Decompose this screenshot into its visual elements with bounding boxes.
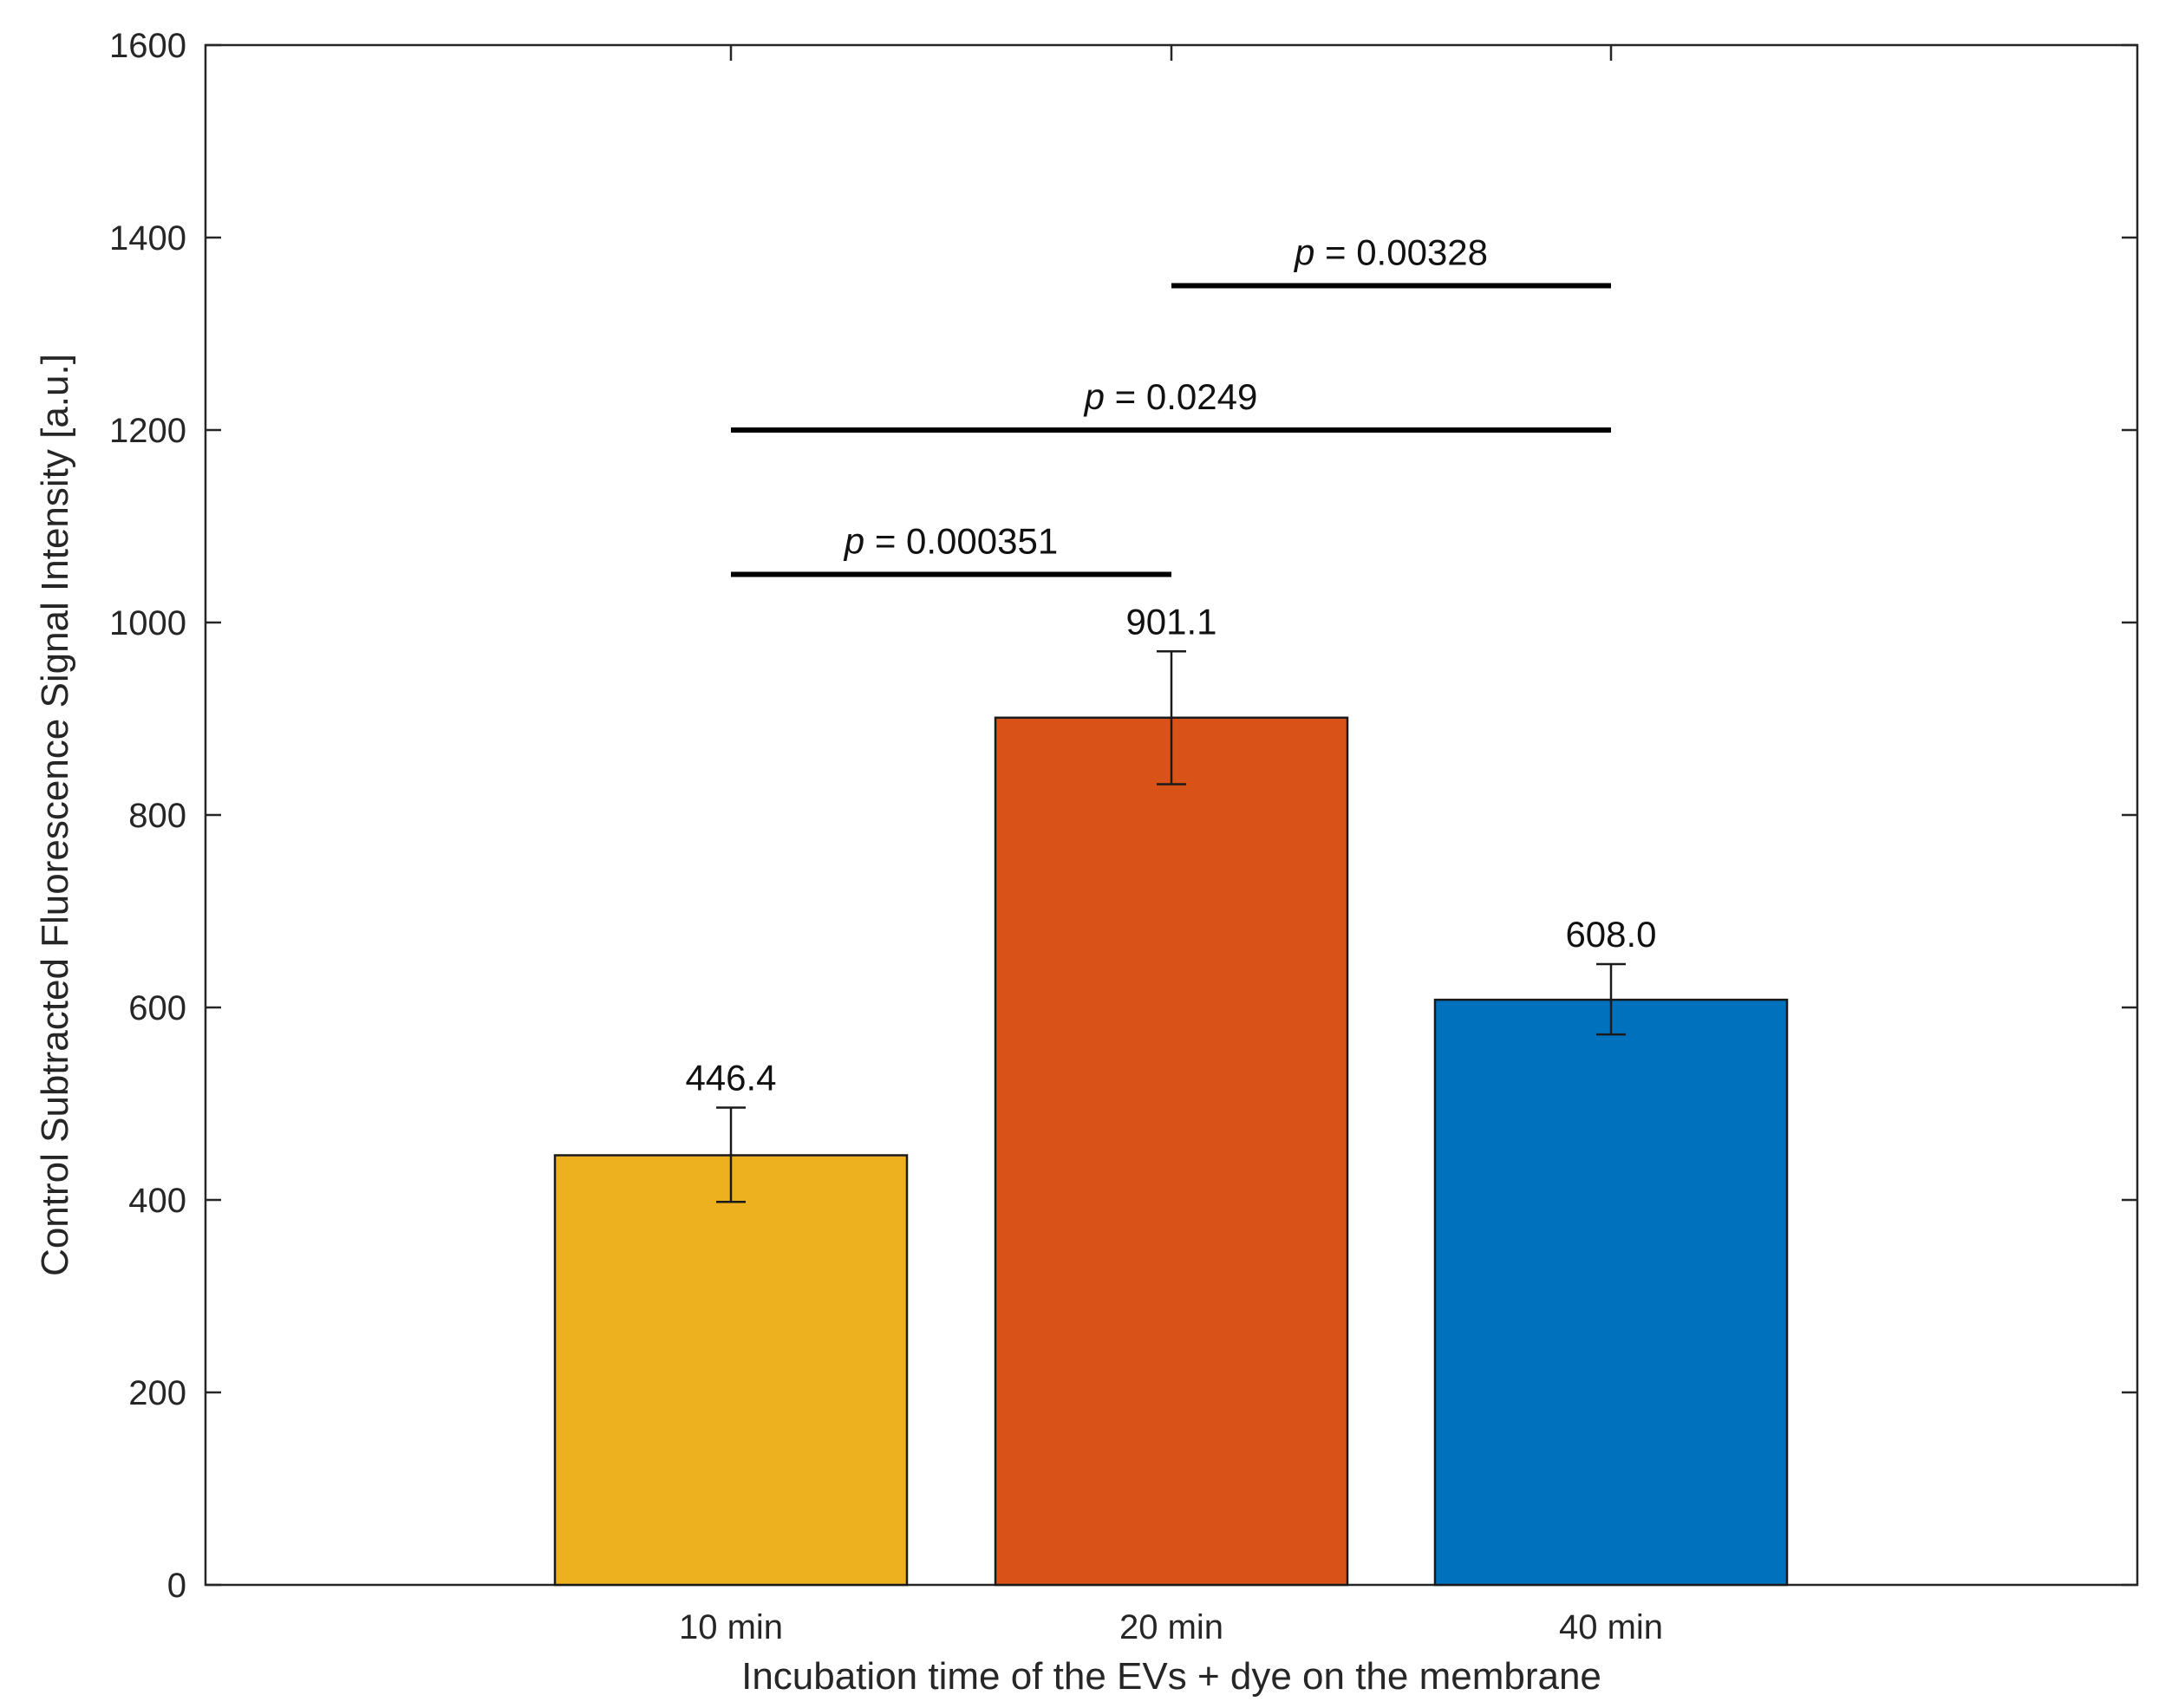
y-tick-label: 1600 (109, 27, 186, 65)
x-tick-label: 40 min (1559, 1608, 1663, 1646)
significance-label: p = 0.000351 (843, 521, 1058, 562)
error-bars-group (716, 650, 1626, 1203)
y-tick-label: 1400 (109, 219, 186, 258)
significance-label: p = 0.0249 (1083, 376, 1258, 417)
y-tick-label: 400 (128, 1182, 186, 1220)
significance-group: p = 0.000351 p = 0.0249 p = 0.00328 (731, 232, 1611, 577)
significance-label: p = 0.00328 (1293, 232, 1488, 273)
y-tick-label: 1000 (109, 604, 186, 642)
bar-10-min (553, 1154, 909, 1587)
value-labels-group: 446.4 901.1 608.0 (685, 601, 1656, 1098)
y-tick-label: 1200 (109, 412, 186, 450)
x-axis-title: Incubation time of the EVs + dye on the … (741, 1655, 1601, 1698)
bars-group (553, 716, 1789, 1587)
y-axis: 0 200 400 600 800 1000 1200 1400 1600 (109, 27, 2137, 1605)
data-label: 446.4 (685, 1057, 776, 1098)
data-label: 901.1 (1125, 601, 1216, 642)
y-tick-label: 0 (167, 1567, 186, 1605)
data-label: 608.0 (1565, 914, 1656, 955)
x-tick-label: 10 min (679, 1608, 783, 1646)
y-tick-label: 200 (128, 1374, 186, 1412)
x-axis: 10 min 20 min 40 min (679, 45, 1663, 1646)
bar-40-min (1433, 998, 1789, 1587)
y-tick-label: 800 (128, 797, 186, 835)
x-tick-label: 20 min (1119, 1608, 1223, 1646)
y-tick-label: 600 (128, 989, 186, 1027)
bar-20-min (994, 716, 1349, 1587)
y-axis-title: Control Subtracted Fluorescence Signal I… (34, 354, 76, 1276)
